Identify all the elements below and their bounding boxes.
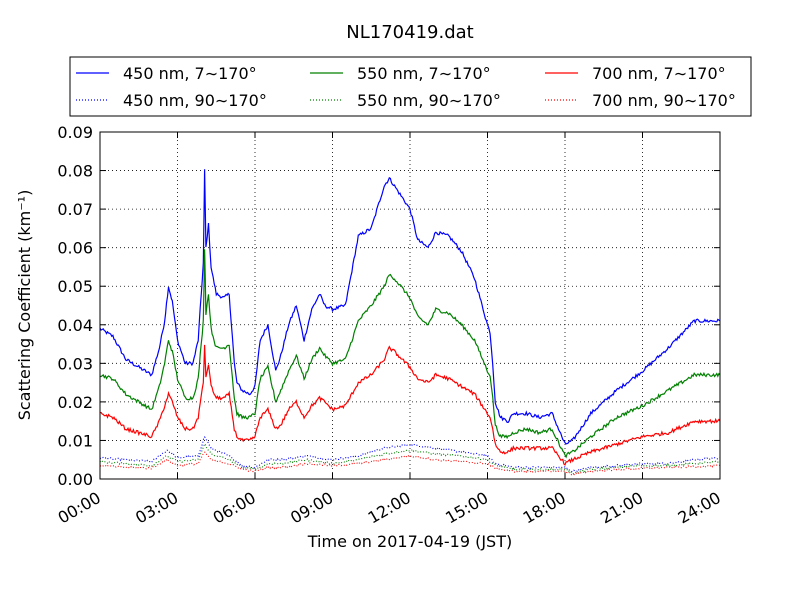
y-tick-label: 0.07 xyxy=(57,200,93,219)
legend-box xyxy=(69,56,752,117)
grid xyxy=(100,132,720,479)
x-tick-label: 15:00 xyxy=(442,488,491,528)
y-tick-label: 0.06 xyxy=(57,239,93,258)
x-tick-label: 21:00 xyxy=(597,488,646,528)
legend-label: 450 nm, 90∼170° xyxy=(123,91,267,110)
x-tick-label: 06:00 xyxy=(210,488,259,528)
series-line-2 xyxy=(99,249,721,459)
legend-label: 550 nm, 90∼170° xyxy=(357,91,501,110)
x-tick-label: 18:00 xyxy=(520,488,569,528)
y-tick-label: 0.08 xyxy=(57,162,93,181)
x-tick-label: 09:00 xyxy=(287,488,336,528)
y-axis-label: Scattering Coefficient (km⁻¹) xyxy=(15,190,34,421)
legend-label: 700 nm, 7∼170° xyxy=(592,64,726,83)
chart-title: NL170419.dat xyxy=(346,22,473,43)
y-tick-label: 0.01 xyxy=(57,431,93,450)
ticks: 0.00 0.01 0.02 0.03 0.04 0.05 0.06 0.07 0.08 0.09… xyxy=(55,123,724,528)
x-tick-label: 00:00 xyxy=(55,488,104,528)
series-line-4 xyxy=(99,344,721,466)
series-layer xyxy=(99,169,721,476)
y-tick-label: 0.05 xyxy=(57,277,93,296)
legend-label: 700 nm, 90∼170° xyxy=(592,91,736,110)
series-line-1 xyxy=(99,436,721,473)
series-line-5 xyxy=(99,451,721,476)
y-tick-label: 0.09 xyxy=(57,123,93,142)
series-line-0 xyxy=(99,169,721,445)
y-tick-label: 0.00 xyxy=(57,470,93,489)
x-tick-label: 12:00 xyxy=(365,488,414,528)
x-tick-label: 24:00 xyxy=(675,488,724,528)
y-tick-label: 0.04 xyxy=(57,316,93,335)
y-tick-label: 0.03 xyxy=(57,354,93,373)
x-axis-label: Time on 2017-04-19 (JST) xyxy=(307,532,512,551)
legend: 450 nm, 7∼170° 550 nm, 7∼170° 700 nm, 7∼17… xyxy=(69,56,752,117)
legend-label: 450 nm, 7∼170° xyxy=(123,64,257,83)
legend-label: 550 nm, 7∼170° xyxy=(357,64,491,83)
y-tick-label: 0.02 xyxy=(57,393,93,412)
x-tick-label: 03:00 xyxy=(132,488,181,528)
